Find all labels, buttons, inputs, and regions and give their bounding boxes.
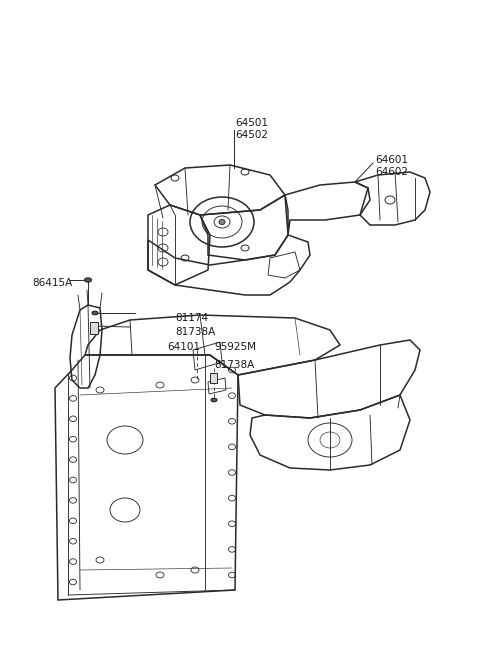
- Ellipse shape: [84, 278, 92, 282]
- Text: 95925M: 95925M: [214, 342, 256, 352]
- Ellipse shape: [211, 398, 217, 402]
- Text: 64601
64602: 64601 64602: [375, 155, 408, 177]
- Text: 81738A: 81738A: [175, 327, 215, 337]
- Ellipse shape: [219, 219, 225, 225]
- Text: 81738A: 81738A: [214, 360, 254, 370]
- Text: 64101: 64101: [167, 342, 200, 352]
- Text: 86415A: 86415A: [32, 278, 72, 288]
- Text: 81174: 81174: [175, 313, 208, 323]
- Bar: [209, 373, 216, 383]
- Ellipse shape: [92, 311, 98, 315]
- Text: 64501
64502: 64501 64502: [235, 118, 268, 140]
- Bar: [90, 322, 98, 334]
